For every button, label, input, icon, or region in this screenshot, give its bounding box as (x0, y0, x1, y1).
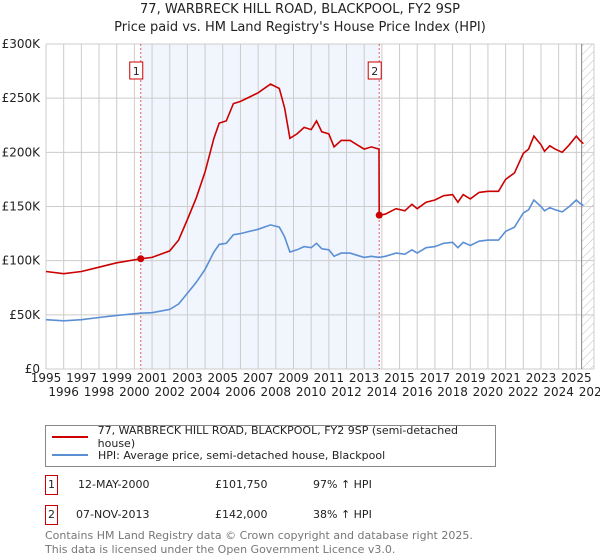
x-tick-label: 2020 (473, 385, 504, 399)
x-tick-label: 2022 (508, 385, 539, 399)
legend-label-hpi: HPI: Average price, semi-detached house,… (98, 448, 386, 462)
x-tick-label: 1995 (31, 371, 62, 385)
y-tick-label: £250K (2, 91, 42, 105)
y-tick-label: £50K (9, 308, 41, 322)
x-tick-label: 2004 (190, 385, 221, 399)
legend-label-property: 77, WARBRECK HILL ROAD, BLACKPOOL, FY2 9… (97, 424, 458, 450)
x-tick-label: 1999 (101, 371, 132, 385)
chart-title: 77, WARBRECK HILL ROAD, BLACKPOOL, FY2 9… (140, 2, 460, 17)
price-chart: 1995199619971998199920002001200220032004… (2, 37, 600, 399)
sale-delta: 97% ↑ HPI (313, 478, 372, 491)
sale-point (375, 211, 383, 219)
y-tick-label: £0 (25, 362, 40, 376)
x-tick-label: 2024 (543, 385, 574, 399)
legend-item-hpi: HPI: Average price, semi-detached house,… (52, 447, 385, 463)
x-tick-label: 2007 (243, 371, 274, 385)
sale-price: £101,750 (215, 478, 268, 491)
y-tick-label: £100K (2, 254, 42, 268)
sale-delta: 38% ↑ HPI (313, 508, 372, 521)
footer-copyright: Contains HM Land Registry data © Crown c… (45, 529, 473, 542)
property-price-line (45, 83, 584, 275)
legend: 77, WARBRECK HILL ROAD, BLACKPOOL, FY2 9… (45, 424, 496, 467)
legend-swatch-blue (52, 454, 88, 456)
x-tick-label: 2001 (137, 371, 168, 385)
x-tick-label: 2009 (278, 371, 309, 385)
x-tick-label: 1998 (84, 385, 115, 399)
x-tick-label: 2002 (154, 385, 185, 399)
x-tick-label: 2026 (579, 385, 600, 399)
x-tick-label: 2011 (314, 371, 345, 385)
y-tick-label: £300K (2, 37, 42, 51)
x-tick-label: 2016 (402, 385, 433, 399)
legend-swatch-red (52, 436, 88, 438)
sale-marker-badge (129, 61, 144, 80)
chart-subtitle: Price paid vs. HM Land Registry's House … (114, 20, 486, 35)
x-tick-label: 2000 (119, 385, 150, 399)
footer-licence: This data is licensed under the Open Gov… (45, 543, 396, 556)
sale-date: 07-NOV-2013 (76, 508, 150, 521)
y-tick-label: £150K (2, 200, 42, 214)
x-tick-label: 2017 (420, 371, 451, 385)
x-tick-label: 2023 (526, 371, 557, 385)
x-tick-label: 2021 (490, 371, 521, 385)
sale-marker-label: 2 (371, 65, 378, 78)
x-tick-label: 2006 (225, 385, 256, 399)
sale-badge: 2 (45, 505, 58, 525)
x-tick-label: 2014 (367, 385, 398, 399)
x-tick-label: 2019 (455, 371, 486, 385)
x-tick-label: 2008 (261, 385, 292, 399)
x-tick-label: 2010 (296, 385, 327, 399)
x-tick-label: 2015 (384, 371, 415, 385)
sale-badge: 1 (45, 475, 58, 495)
sale-marker-label: 1 (133, 65, 140, 78)
x-tick-label: 2018 (437, 385, 468, 399)
y-tick-label: £200K (2, 145, 42, 159)
x-tick-label: 1996 (48, 385, 79, 399)
sale-date: 12-MAY-2000 (78, 478, 150, 491)
x-tick-label: 2013 (349, 371, 380, 385)
x-tick-label: 1997 (66, 371, 97, 385)
sale-price: £142,000 (215, 508, 268, 521)
sale-point (137, 255, 145, 263)
legend-item-property: 77, WARBRECK HILL ROAD, BLACKPOOL, FY2 9… (52, 424, 495, 450)
x-tick-label: 2012 (331, 385, 362, 399)
x-tick-label: 2003 (172, 371, 203, 385)
x-tick-label: 2025 (561, 371, 592, 385)
sale-marker-badge (367, 61, 382, 80)
hpi-line (45, 198, 584, 322)
x-tick-label: 2005 (208, 371, 239, 385)
